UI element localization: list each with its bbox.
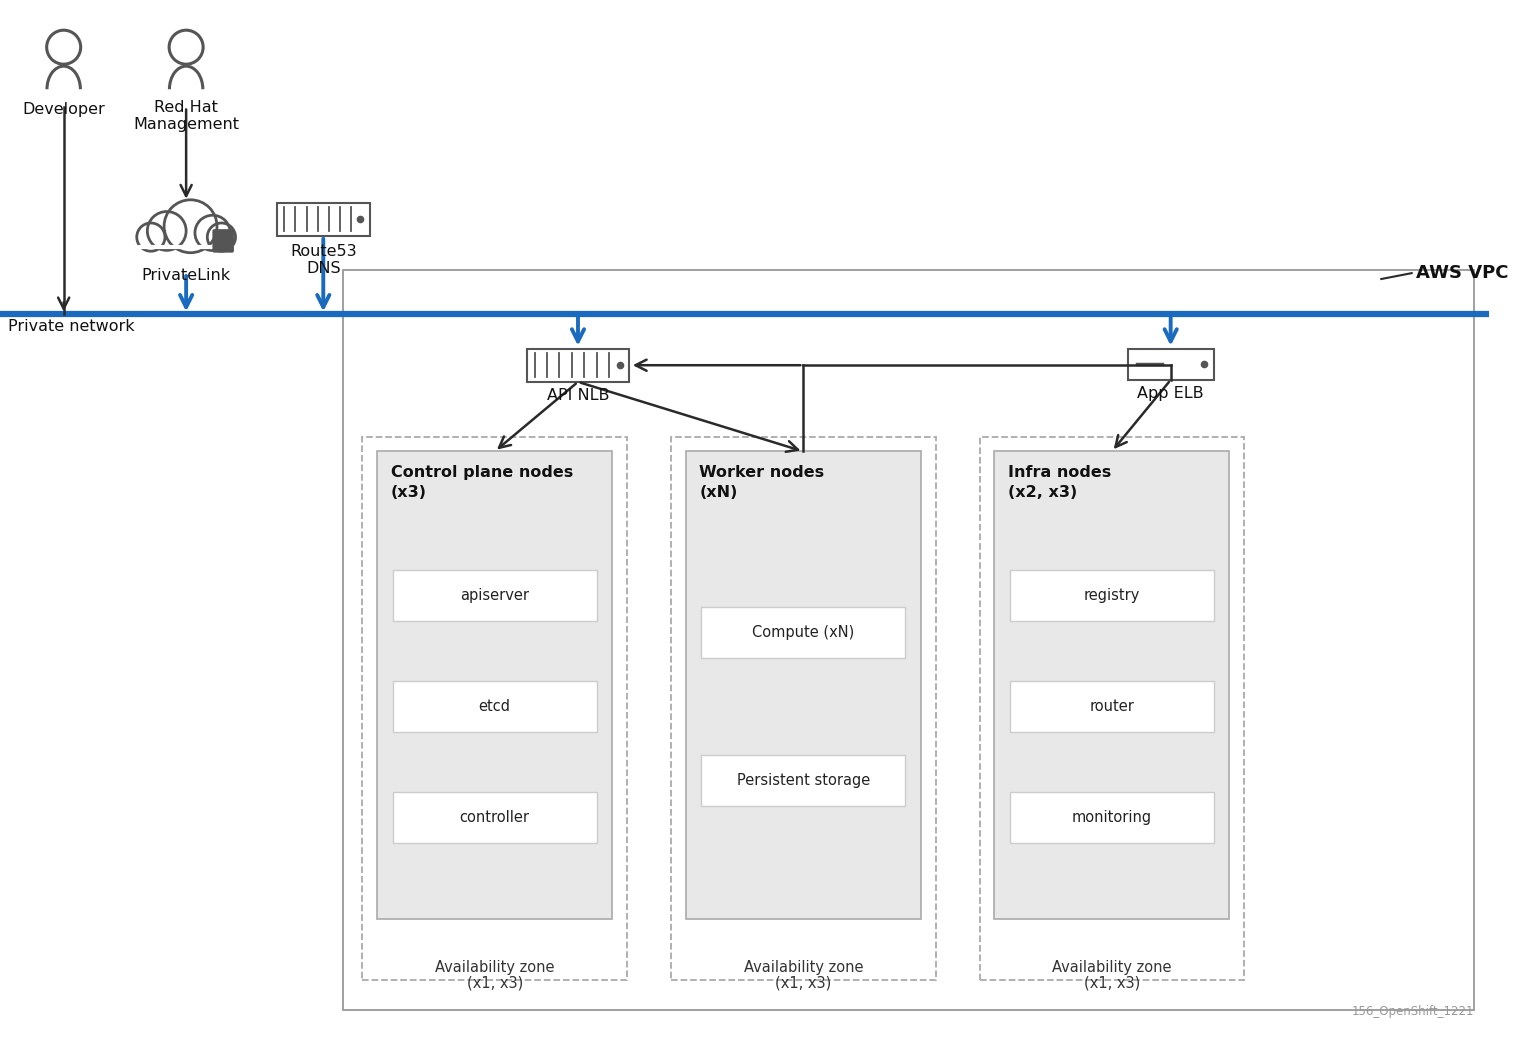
Text: (x2, x3): (x2, x3): [1008, 485, 1078, 500]
Circle shape: [164, 200, 217, 253]
Text: AWS VPC: AWS VPC: [1415, 264, 1508, 282]
FancyBboxPatch shape: [392, 681, 596, 732]
Text: (x3): (x3): [391, 485, 427, 500]
Text: App ELB: App ELB: [1137, 386, 1204, 400]
Text: Control plane nodes: Control plane nodes: [391, 465, 573, 480]
Text: Compute (xN): Compute (xN): [752, 625, 854, 641]
Text: Availability zone: Availability zone: [743, 960, 863, 974]
Text: Availability zone: Availability zone: [435, 960, 555, 974]
FancyBboxPatch shape: [213, 229, 234, 253]
Text: monitoring: monitoring: [1072, 810, 1152, 825]
Text: controller: controller: [459, 810, 529, 825]
Text: router: router: [1090, 699, 1134, 714]
Circle shape: [147, 211, 185, 251]
Text: Developer: Developer: [23, 102, 105, 116]
FancyBboxPatch shape: [686, 451, 921, 918]
FancyBboxPatch shape: [526, 348, 629, 382]
Text: etcd: etcd: [479, 699, 511, 714]
Text: (x1, x3): (x1, x3): [467, 976, 523, 990]
FancyBboxPatch shape: [277, 203, 369, 236]
FancyBboxPatch shape: [701, 755, 906, 806]
Text: 156_OpenShift_1221: 156_OpenShift_1221: [1351, 1005, 1474, 1018]
FancyBboxPatch shape: [701, 607, 906, 658]
Text: API NLB: API NLB: [547, 388, 610, 402]
Text: Route53
DNS: Route53 DNS: [290, 243, 357, 277]
Text: PrivateLink: PrivateLink: [141, 268, 231, 283]
Text: Persistent storage: Persistent storage: [737, 773, 869, 788]
Text: Private network: Private network: [8, 319, 134, 334]
Text: apiserver: apiserver: [461, 589, 529, 603]
Text: Availability zone: Availability zone: [1052, 960, 1172, 974]
Text: registry: registry: [1084, 589, 1140, 603]
Text: Worker nodes: Worker nodes: [699, 465, 824, 480]
Text: (xN): (xN): [699, 485, 737, 500]
FancyBboxPatch shape: [1009, 570, 1214, 621]
Circle shape: [207, 223, 236, 252]
Text: (x1, x3): (x1, x3): [1084, 976, 1140, 990]
FancyBboxPatch shape: [392, 792, 596, 843]
FancyBboxPatch shape: [392, 570, 596, 621]
FancyBboxPatch shape: [1009, 792, 1214, 843]
FancyBboxPatch shape: [1009, 681, 1214, 732]
Circle shape: [137, 223, 166, 252]
Circle shape: [195, 215, 230, 251]
FancyBboxPatch shape: [994, 451, 1230, 918]
Text: Red Hat
Management: Red Hat Management: [134, 100, 239, 132]
FancyBboxPatch shape: [1128, 348, 1214, 380]
Text: (x1, x3): (x1, x3): [775, 976, 831, 990]
Text: Infra nodes: Infra nodes: [1008, 465, 1111, 480]
FancyBboxPatch shape: [377, 451, 613, 918]
